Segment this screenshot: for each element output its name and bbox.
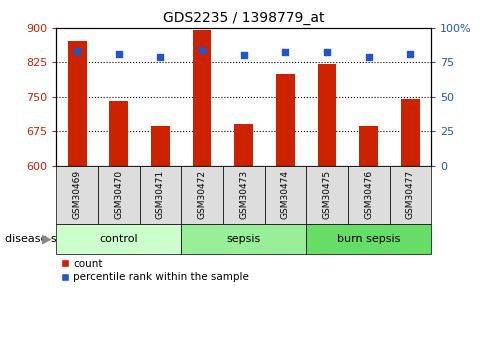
Bar xyxy=(151,127,170,166)
Bar xyxy=(234,124,253,166)
Bar xyxy=(318,65,337,166)
Text: sepsis: sepsis xyxy=(227,234,261,244)
Text: GSM30476: GSM30476 xyxy=(364,170,373,219)
Point xyxy=(323,50,331,55)
Bar xyxy=(193,30,212,166)
Text: GSM30473: GSM30473 xyxy=(239,170,248,219)
Text: GSM30471: GSM30471 xyxy=(156,170,165,219)
Text: GSM30474: GSM30474 xyxy=(281,170,290,219)
Text: burn sepsis: burn sepsis xyxy=(337,234,400,244)
Bar xyxy=(359,127,378,166)
Bar xyxy=(276,73,295,166)
Point xyxy=(115,51,122,57)
Point xyxy=(281,50,289,55)
Bar xyxy=(401,99,420,166)
Point xyxy=(73,48,81,54)
Bar xyxy=(109,101,128,166)
Text: disease state: disease state xyxy=(5,234,79,244)
Point xyxy=(365,54,372,59)
Point xyxy=(198,47,206,52)
Text: GSM30477: GSM30477 xyxy=(406,170,415,219)
Point xyxy=(240,52,247,58)
Text: GSM30469: GSM30469 xyxy=(73,170,82,219)
Bar xyxy=(68,41,87,166)
Point xyxy=(406,51,414,57)
Text: GSM30475: GSM30475 xyxy=(322,170,332,219)
Legend: count, percentile rank within the sample: count, percentile rank within the sample xyxy=(57,255,253,286)
Text: control: control xyxy=(99,234,138,244)
Text: ▶: ▶ xyxy=(42,233,51,245)
Text: GSM30472: GSM30472 xyxy=(197,170,207,219)
Title: GDS2235 / 1398779_at: GDS2235 / 1398779_at xyxy=(163,11,324,25)
Point xyxy=(156,54,164,59)
Text: GSM30470: GSM30470 xyxy=(114,170,123,219)
